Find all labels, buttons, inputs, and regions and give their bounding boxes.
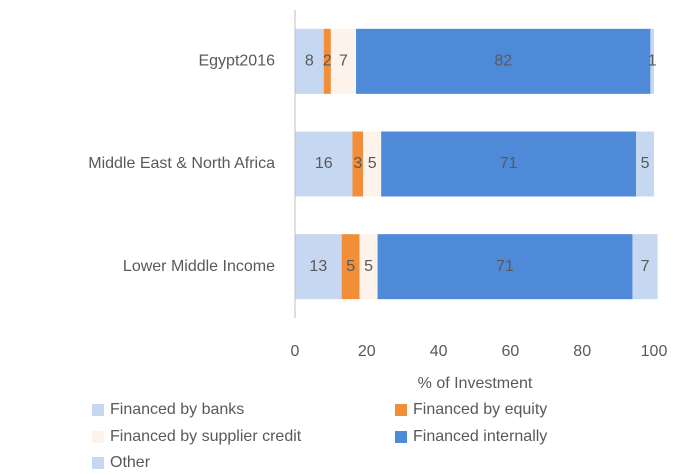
data-label: 5	[641, 155, 650, 172]
data-label: 71	[496, 258, 514, 275]
x-axis-label: % of Investment	[418, 375, 533, 392]
data-label: 16	[315, 155, 333, 172]
bar-segment	[341, 234, 360, 300]
bar-segment	[356, 28, 651, 94]
bar-segment	[295, 234, 342, 300]
x-tick-label: 80	[573, 343, 591, 360]
y-tick-label: Middle East & North Africa	[88, 155, 275, 172]
bar-segment	[330, 28, 357, 94]
data-label: 1	[648, 53, 657, 70]
legend-swatch	[92, 457, 104, 469]
legend-label: Financed by equity	[413, 401, 547, 418]
x-tick-label: 60	[502, 343, 520, 360]
data-label: 5	[346, 258, 355, 275]
bar-segment	[377, 234, 633, 300]
data-label: 5	[368, 155, 377, 172]
legend-swatch	[395, 431, 407, 443]
bar-segment	[323, 28, 331, 94]
data-label: 82	[494, 53, 512, 70]
data-label: 7	[339, 53, 348, 70]
bar-segment	[381, 131, 637, 197]
data-label: 3	[353, 155, 362, 172]
legend-swatch	[92, 431, 104, 443]
bar-segment	[650, 28, 654, 94]
bar-segment	[295, 131, 353, 197]
x-tick-label: 0	[291, 343, 300, 360]
data-label: 71	[500, 155, 518, 172]
y-tick-label: Lower Middle Income	[123, 258, 275, 275]
x-tick-label: 40	[430, 343, 448, 360]
data-label: 7	[641, 258, 650, 275]
legend-swatch	[395, 404, 407, 416]
bar-segment	[636, 131, 654, 197]
legend-label: Other	[110, 454, 151, 471]
bar-segment	[352, 131, 364, 197]
bar-segment	[295, 28, 324, 94]
x-tick-label: 20	[358, 343, 376, 360]
y-tick-label: Egypt2016	[198, 53, 275, 70]
legend-label: Financed internally	[413, 428, 547, 445]
data-label: 5	[364, 258, 373, 275]
bar-segment	[363, 131, 382, 197]
legend-label: Financed by supplier credit	[110, 428, 302, 445]
legend-label: Financed by banks	[110, 401, 244, 418]
legend-swatch	[92, 404, 104, 416]
data-label: 2	[323, 53, 332, 70]
bar-segment	[359, 234, 378, 300]
bar-segment	[632, 234, 658, 300]
data-label: 8	[305, 53, 314, 70]
x-tick-label: 100	[641, 343, 668, 360]
data-label: 13	[309, 258, 327, 275]
